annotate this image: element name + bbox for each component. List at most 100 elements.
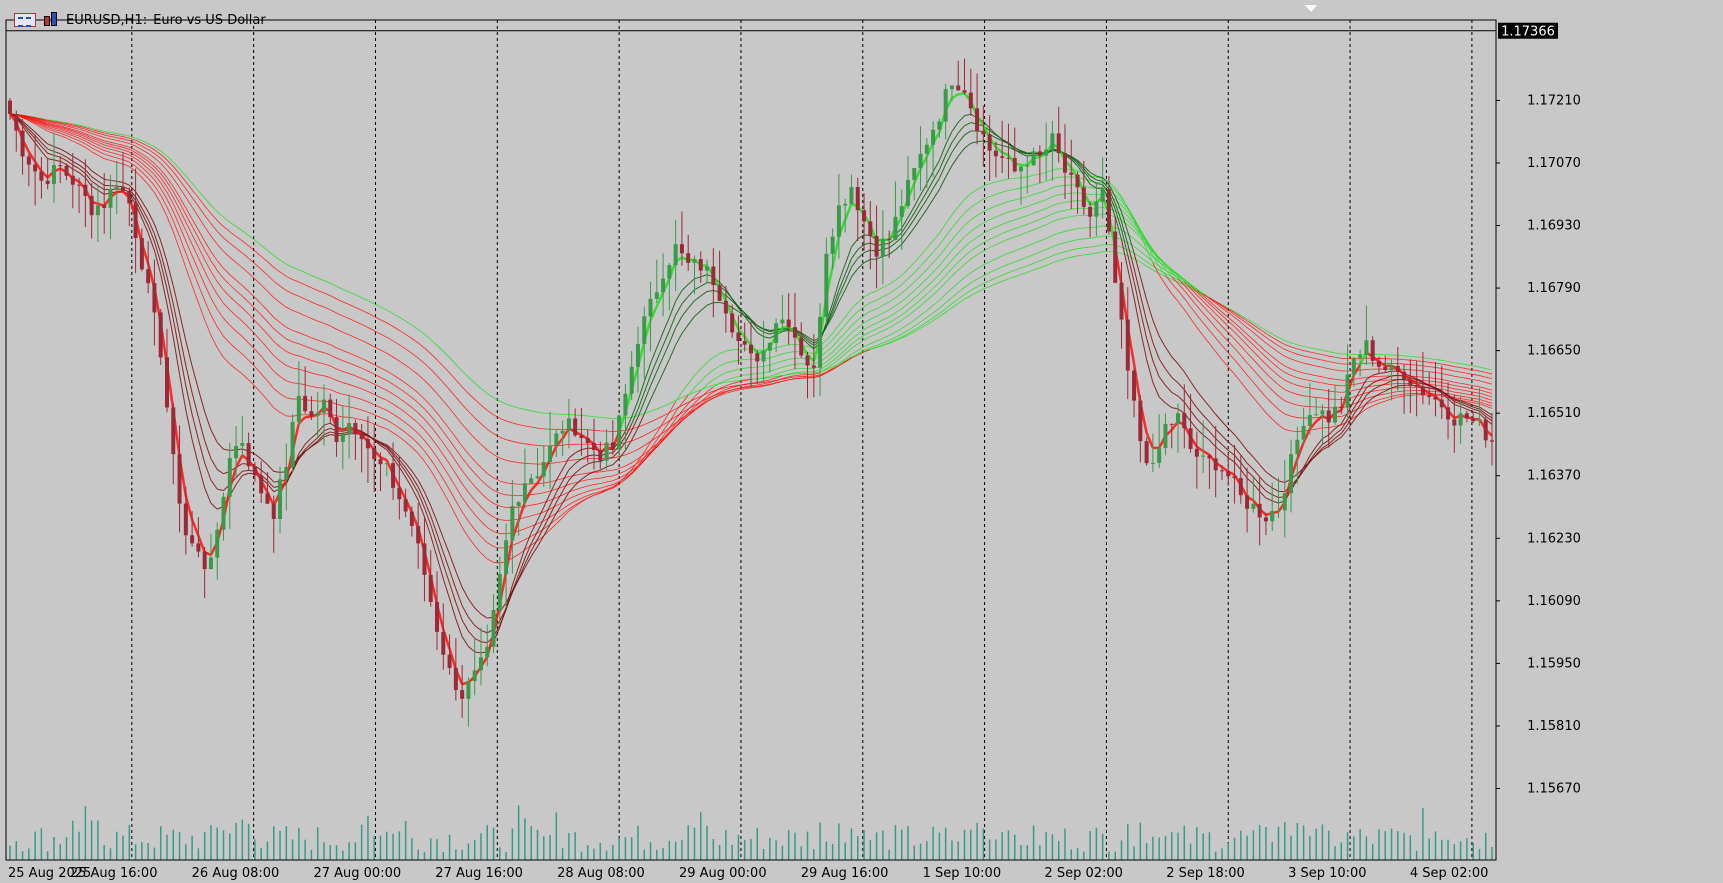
slow-ema-line	[34, 122, 42, 127]
slow-ema-line	[524, 504, 532, 507]
slow-ema-line	[945, 227, 953, 237]
slow-ema-line	[512, 461, 519, 464]
candle-body	[321, 399, 326, 413]
fast-ema-line	[825, 312, 834, 327]
slow-ema-line	[1190, 306, 1198, 316]
candle-body	[265, 493, 270, 504]
slow-ema-line	[424, 440, 432, 449]
slow-ema-line	[279, 360, 287, 366]
slow-ema-line	[1033, 218, 1041, 223]
slow-ema-line	[964, 282, 972, 288]
fast-ema-line	[1121, 229, 1129, 256]
slow-ema-line	[392, 356, 400, 362]
y-tick-label: 1.16090	[1527, 594, 1581, 609]
fast-ema-line	[662, 342, 670, 358]
slow-ema-line	[1234, 373, 1242, 383]
fast-ema-line	[191, 365, 199, 390]
slow-ema-line	[826, 369, 833, 374]
slow-ema-line	[1058, 231, 1066, 234]
slow-ema-line	[248, 235, 256, 241]
slow-ema-line	[442, 491, 450, 504]
slow-ema-line	[198, 197, 205, 207]
fast-ema-line	[675, 290, 683, 302]
slow-ema-line	[844, 354, 852, 360]
slow-ema-line	[957, 263, 965, 271]
slow-ema-line	[637, 457, 645, 467]
slow-ema-line	[1033, 173, 1040, 176]
slow-ema-line	[1246, 320, 1254, 326]
slow-ema-line	[493, 454, 501, 459]
slow-ema-line	[53, 121, 61, 124]
slow-ema-line	[1039, 249, 1047, 253]
fast-ema-line	[1372, 393, 1380, 399]
slow-ema-line	[66, 132, 73, 137]
slow-ema-line	[78, 135, 86, 140]
fast-ema-line	[1347, 400, 1355, 414]
slow-ema-line	[386, 370, 394, 376]
slow-ema-line	[260, 255, 268, 263]
slow-ema-line	[191, 226, 199, 239]
slow-ema-line	[512, 483, 519, 485]
fast-ema-line	[91, 176, 99, 182]
slow-ema-line	[468, 411, 475, 419]
slow-ema-line	[330, 309, 337, 314]
slow-ema-line	[769, 376, 777, 379]
slow-ema-line	[1090, 245, 1097, 248]
slow-ema-line	[662, 433, 670, 441]
slow-ema-line	[1215, 306, 1223, 313]
fast-ema-line	[687, 278, 695, 285]
slow-ema-line	[876, 319, 884, 324]
fast-ema-line	[1252, 469, 1261, 478]
slow-ema-line	[1485, 388, 1493, 391]
slow-ema-line	[424, 363, 432, 370]
slow-ema-line	[788, 372, 796, 375]
slow-ema-line	[1064, 200, 1072, 203]
slow-ema-line	[1045, 178, 1053, 182]
slow-ema-line	[882, 327, 890, 332]
slow-ema-line	[895, 328, 902, 333]
fast-ema-line	[1378, 383, 1386, 387]
slow-ema-line	[216, 244, 224, 252]
slow-ema-line	[392, 403, 400, 409]
slow-ema-line	[669, 400, 676, 404]
slow-ema-line	[562, 491, 570, 496]
fast-ema-line	[844, 246, 852, 265]
slow-ema-line	[1397, 390, 1405, 392]
slow-ema-line	[587, 484, 595, 487]
slow-ema-line	[110, 132, 117, 134]
candle-body	[1257, 503, 1262, 518]
slow-ema-line	[744, 386, 752, 389]
slow-ema-line	[342, 371, 350, 374]
slow-ema-line	[995, 280, 1003, 285]
fast-ema-line	[913, 202, 921, 214]
slow-ema-line	[480, 479, 488, 487]
slow-ema-line	[405, 333, 413, 339]
slow-ema-line	[719, 350, 727, 355]
candle-body	[956, 85, 961, 91]
fast-ema-line	[1353, 411, 1361, 421]
slow-ema-line	[1328, 351, 1336, 354]
slow-ema-line	[606, 469, 613, 472]
fast-ema-line	[675, 303, 683, 316]
slow-ema-line	[374, 364, 381, 369]
fast-ema-line	[185, 409, 193, 440]
slow-ema-line	[60, 126, 67, 130]
slow-ema-line	[794, 371, 802, 374]
fast-ema-line	[442, 537, 451, 555]
slow-ema-line	[1460, 367, 1467, 370]
slow-ema-line	[1014, 187, 1022, 190]
slow-ema-line	[1416, 356, 1423, 359]
slow-ema-line	[775, 378, 783, 381]
slow-ema-line	[104, 144, 111, 147]
chart-window-icon[interactable]	[14, 13, 36, 27]
chart-type-icon[interactable]	[42, 12, 60, 27]
slow-ema-line	[336, 357, 343, 362]
slow-ema-line	[461, 483, 469, 493]
slow-ema-line	[292, 279, 300, 283]
slow-ema-line	[1033, 192, 1040, 195]
slow-ema-line	[1265, 356, 1273, 363]
slow-ema-line	[1334, 369, 1342, 372]
fast-ema-line	[179, 352, 187, 386]
slow-ema-line	[694, 380, 702, 389]
